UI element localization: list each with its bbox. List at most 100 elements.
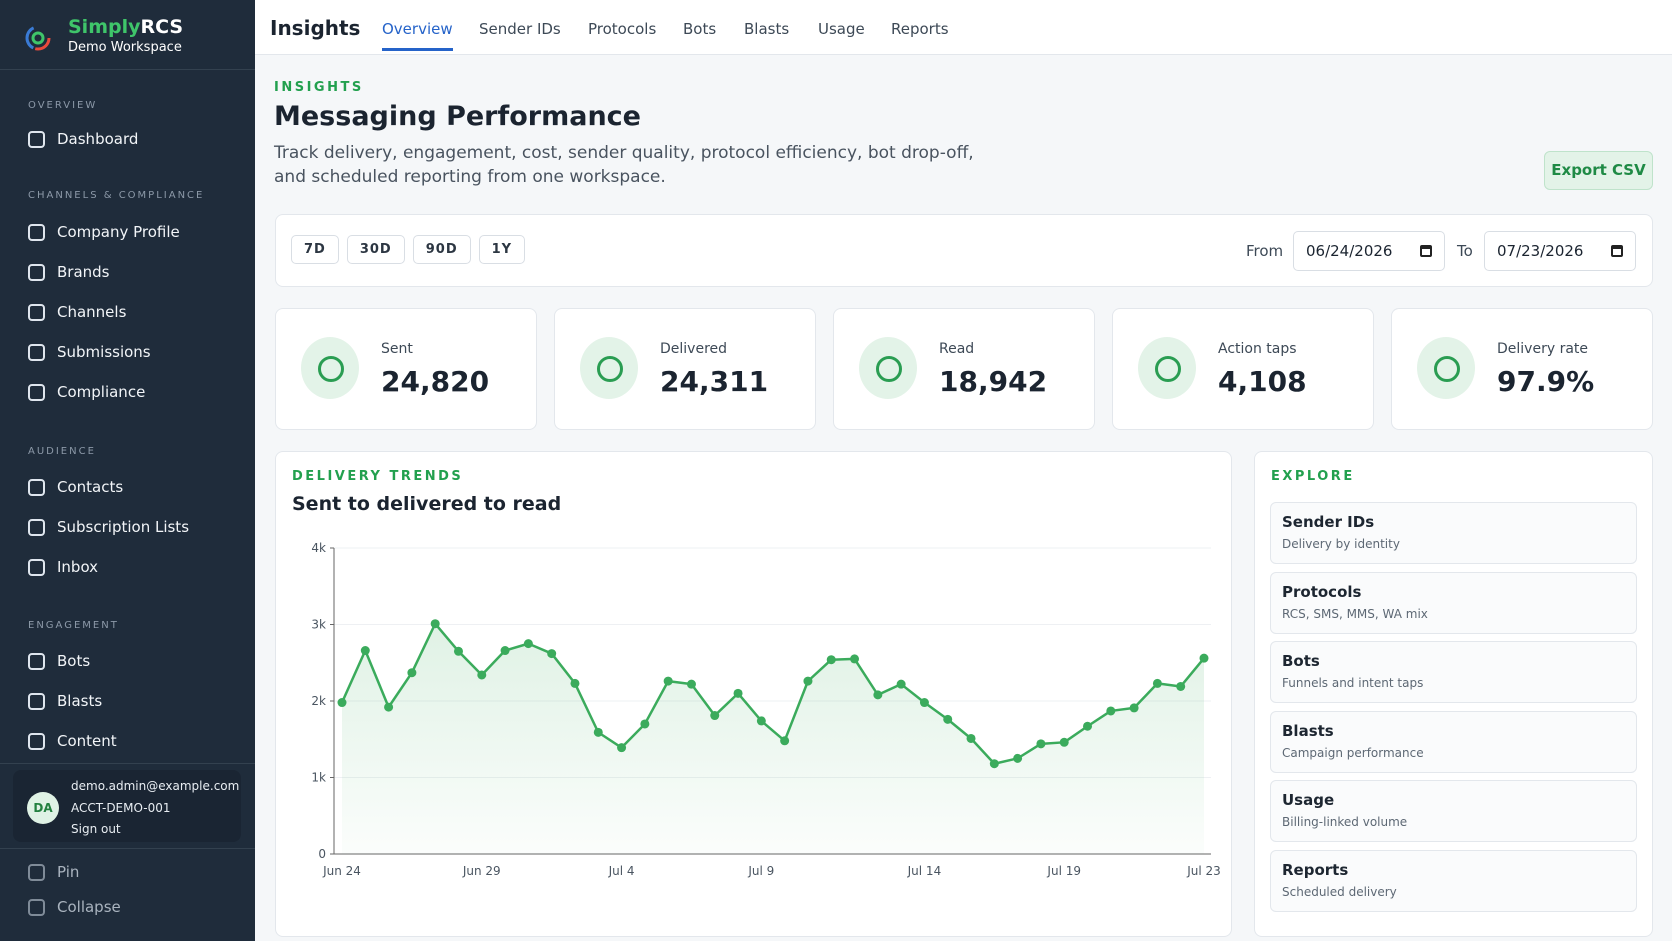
point [593,727,603,737]
from-label: From [1246,242,1284,260]
section-heading: CHANNELS & COMPLIANCE [28,190,205,201]
point [500,646,510,656]
point [1013,753,1023,763]
tab[interactable]: Protocols [588,20,657,38]
kpi-card: Action taps 4,108 [1112,308,1374,430]
nav-icon [28,692,45,710]
explore-title: Reports [1282,860,1349,879]
nav-label: Content [57,732,117,750]
tab[interactable]: Reports [891,20,949,38]
explore-item[interactable]: Reports Scheduled delivery [1270,849,1637,912]
nav-item[interactable]: Content [28,732,117,750]
explore-item[interactable]: Bots Funnels and intent taps [1270,641,1637,703]
range-chip[interactable]: 90D [412,235,471,264]
eyebrow: INSIGHTS [274,80,364,95]
x-tick-label: Jun 29 [462,864,501,878]
chart-card: DELIVERY TRENDS Sent to delivered to rea… [275,451,1232,937]
nav-item[interactable]: Inbox [28,558,98,576]
pin[interactable]: Pin [28,863,79,881]
user-account: ACCT-DEMO-001 [71,801,171,815]
kpi-card: Sent 24,820 [275,308,537,430]
explore-title: Blasts [1282,721,1334,740]
explore-title: Usage [1282,791,1335,809]
range-chip[interactable]: 7D [291,235,339,264]
section-heading: OVERVIEW [28,100,98,111]
tab[interactable]: Bots [683,20,717,38]
chart-title: Sent to delivered to read [292,493,562,515]
point [710,711,720,721]
nav-label: Blasts [57,692,103,710]
nav-icon [28,518,45,536]
chart-eyebrow: DELIVERY TRENDS [292,469,464,484]
brand-a: Simply [68,16,141,38]
point [1036,739,1046,749]
sidebar: SimplyRCS Demo Workspace OVERVIEW Dashboa… [0,0,255,941]
nav-item[interactable]: Brands [28,263,110,281]
point [384,702,394,712]
point [1129,703,1139,713]
tab[interactable]: Usage [818,20,865,38]
kpi-value: 4,108 [1218,365,1307,398]
tab[interactable]: Overview [382,20,453,51]
point [407,668,417,678]
point [640,719,650,729]
nav-item[interactable]: Submissions [28,343,151,361]
nav-item[interactable]: Subscription Lists [28,518,189,536]
explore-subtitle: Campaign performance [1282,745,1424,760]
explore-item[interactable]: Usage Billing-linked volume [1270,780,1637,842]
nav-item[interactable]: Compliance [28,383,145,401]
nav-icon [28,223,45,241]
x-tick-label: Jul 23 [1186,864,1221,878]
point [803,676,813,686]
range-chip[interactable]: 30D [346,235,405,264]
x-tick-label: Jul 14 [907,864,942,878]
to-label: To [1457,242,1473,260]
point [547,649,557,659]
to-date[interactable]: 07/23/2026 [1484,231,1636,271]
nav-item[interactable]: Bots [28,652,90,670]
nav-item[interactable]: Dashboard [28,130,138,148]
explore-item[interactable]: Sender IDs Delivery by identity [1270,502,1637,564]
point [780,736,790,746]
from-date[interactable]: 06/24/2026 [1293,231,1445,271]
user-email: demo.admin@example.com [71,779,240,793]
x-tick-label: Jul 4 [608,864,635,878]
explore-card: EXPLORE Sender IDs Delivery by identity Pr… [1254,451,1653,937]
brand-name: SimplyRCS [68,16,183,38]
y-tick-label: 1k [311,771,326,785]
nav-item[interactable]: Contacts [28,478,123,496]
nav-label: Channels [57,303,127,321]
point [989,759,999,769]
range-chip[interactable]: 1Y [478,235,526,264]
tab[interactable]: Sender IDs [479,20,561,38]
sign-out[interactable]: Sign out [71,822,121,836]
nav-item[interactable]: Channels [28,303,126,321]
user-card[interactable]: DA demo.admin@example.com ACCT-DEMO-001 … [13,770,241,842]
export-button[interactable]: Export CSV [1544,151,1653,190]
point [826,655,836,665]
avatar: DA [27,792,59,824]
nav-label: Contacts [57,478,124,496]
point [663,676,673,686]
explore-item[interactable]: Blasts Campaign performance [1270,710,1637,773]
nav-label: Dashboard [57,130,139,148]
explore-subtitle: RCS, SMS, MMS, WA mix [1282,606,1428,621]
nav-label: Company Profile [57,223,180,241]
point [919,698,929,708]
divider [0,763,255,764]
nav-icon [28,478,45,496]
nav-item[interactable]: Company Profile [28,223,180,241]
kpi-value: 24,311 [660,365,769,398]
collapse-label: Collapse [57,898,121,916]
from-value: 06/24/2026 [1306,242,1393,260]
nav-item[interactable]: Blasts [28,692,102,710]
collapse[interactable]: Collapse [28,898,121,916]
nav-icon [28,558,45,576]
tab[interactable]: Blasts [744,20,790,38]
to-value: 07/23/2026 [1497,242,1584,260]
explore-item[interactable]: Protocols RCS, SMS, MMS, WA mix [1270,571,1637,634]
nav-icon [28,343,45,361]
point [756,716,766,726]
kpi-icon [580,337,638,399]
point [453,646,463,656]
